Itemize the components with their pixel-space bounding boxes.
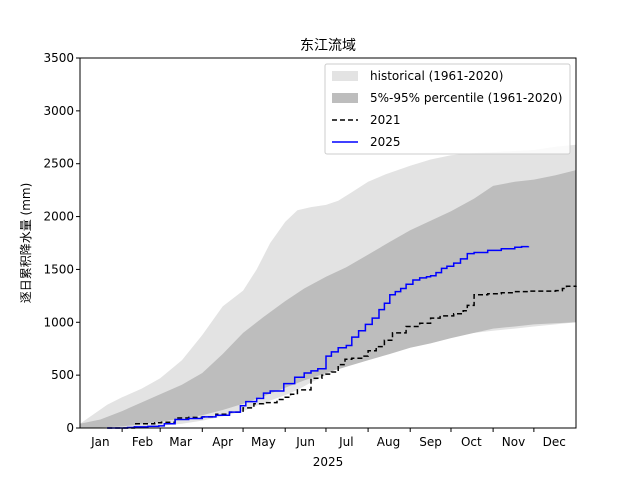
legend-label: 2025 — [370, 135, 401, 149]
x-tick-label: Jun — [295, 435, 315, 449]
y-tick-label: 3000 — [43, 104, 74, 118]
y-tick-label: 2500 — [43, 157, 74, 171]
legend-swatch — [332, 71, 358, 81]
x-tick-label: Jul — [338, 435, 353, 449]
x-tick-label: Oct — [461, 435, 482, 449]
x-tick-label: Mar — [169, 435, 192, 449]
y-tick-label: 1000 — [43, 315, 74, 329]
legend-frame — [324, 63, 571, 155]
x-axis: Jan Feb Mar Apr May Jun Jul Aug Sep Oct Nov Dec — [90, 428, 566, 449]
y-axis: 0 500 1000 1500 2000 2500 3000 3500 — [43, 51, 80, 435]
x-tick-label: Aug — [377, 435, 400, 449]
x-tick-label: Jan — [90, 435, 110, 449]
y-tick-label: 1500 — [43, 262, 74, 276]
legend-label: 5%-95% percentile (1961-2020) — [370, 91, 562, 105]
chart-title: 东江流域 — [300, 38, 356, 54]
x-tick-label: Sep — [419, 435, 442, 449]
x-tick-label: Feb — [132, 435, 153, 449]
band-series-1 — [80, 170, 576, 428]
legend-swatch — [332, 93, 358, 103]
x-tick-label: Apr — [212, 435, 233, 449]
y-tick-label: 2000 — [43, 210, 74, 224]
y-axis-title: 逐日累积降水量 (mm) — [19, 183, 33, 304]
x-tick-label: Nov — [502, 435, 525, 449]
plot-area — [80, 144, 577, 429]
plot-frame — [79, 57, 577, 429]
x-axis-title: 2025 — [313, 455, 344, 469]
line-series-3 — [107, 245, 530, 429]
legend-label: historical (1961-2020) — [370, 69, 503, 83]
line-series-2 — [107, 285, 577, 429]
x-tick-label: May — [251, 435, 276, 449]
x-tick-label: Dec — [543, 435, 566, 449]
y-tick-label: 500 — [51, 368, 74, 382]
y-tick-label: 0 — [66, 421, 74, 435]
y-tick-label: 3500 — [43, 51, 74, 65]
legend: historical (1961-2020) 5%-95% percentile … — [324, 63, 571, 155]
legend-label: 2021 — [370, 113, 401, 127]
